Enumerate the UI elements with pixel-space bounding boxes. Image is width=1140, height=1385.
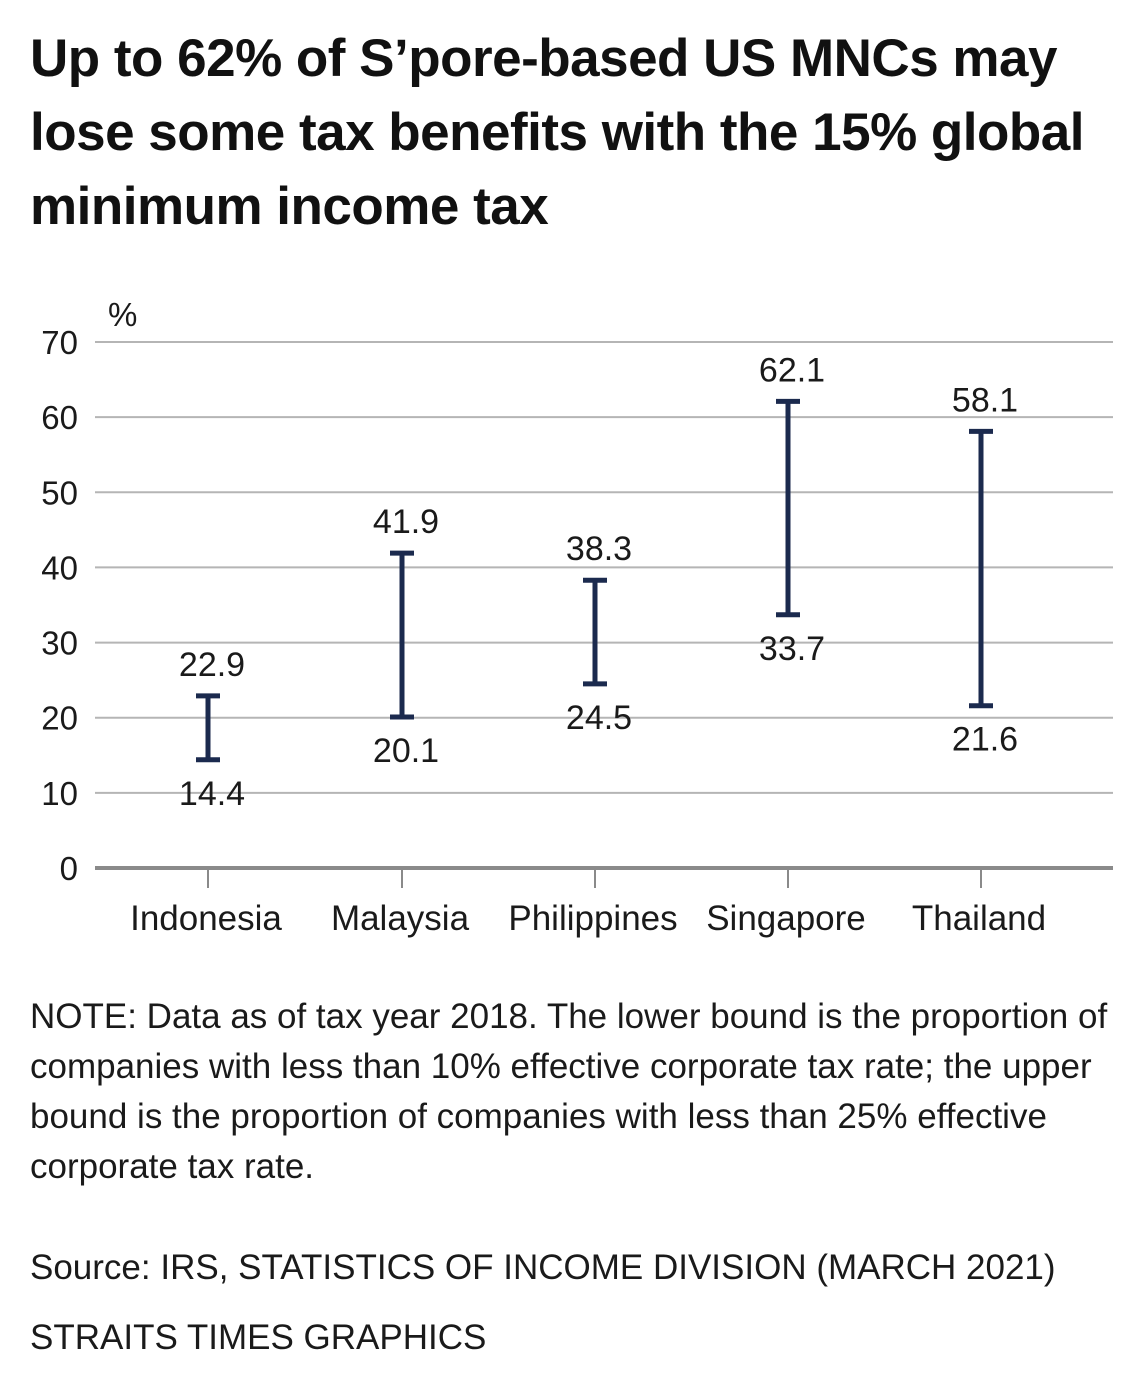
category-labels: Indonesia Malaysia Philippines Singapore Tha… [130,899,1046,938]
upper-value-label: 38.3 [566,530,632,568]
gridlines [95,341,1113,794]
upper-value-label: 41.9 [373,503,439,541]
lower-value-label: 24.5 [566,699,632,737]
chart-note: NOTE: Data as of tax year 2018. The lowe… [30,997,1108,1186]
upper-value-label: 22.9 [179,646,245,684]
upper-value-label: 62.1 [759,351,825,389]
category-label: Malaysia [331,899,470,938]
lower-value-label: 14.4 [179,775,245,813]
category-label: Indonesia [130,899,282,938]
upper-value-label: 58.1 [952,381,1018,419]
y-tick-label: 10 [41,775,78,812]
category-label: Thailand [912,899,1046,938]
range-bar-indonesia [196,693,220,763]
range-chart: % 0 10 20 30 40 50 60 70 22.9 14.4 41.9 20.1 38.3 24… [41,296,1113,938]
lower-value-label: 21.6 [952,721,1018,759]
lower-value-label: 33.7 [759,630,825,668]
y-tick-label: 20 [41,700,78,737]
y-tick-label: 70 [41,324,78,361]
chart-title: Up to 62% of S’pore-based US MNCs may lo… [30,29,1084,236]
lower-value-label: 20.1 [373,732,439,770]
y-axis-unit: % [108,296,137,333]
y-tick-label: 60 [41,399,78,436]
y-tick-label: 50 [41,474,78,511]
y-tick-labels: 0 10 20 30 40 50 60 70 [41,324,78,887]
range-bars [196,398,993,763]
y-tick-label: 30 [41,625,78,662]
range-bar-thailand [969,428,993,709]
range-bar-singapore [776,398,800,618]
range-bar-philippines [583,577,607,687]
category-label: Philippines [508,899,677,938]
credit-line: STRAITS TIMES GRAPHICS [30,1318,487,1357]
category-label: Singapore [706,899,866,938]
x-axis [95,866,1113,888]
range-bar-malaysia [390,550,414,720]
y-tick-label: 0 [60,850,78,887]
y-tick-label: 40 [41,549,78,586]
value-labels: 22.9 14.4 41.9 20.1 38.3 24.5 62.1 33.7 58.1 21.6 [179,351,1018,812]
source-line: Source: IRS, STATISTICS OF INCOME DIVISI… [30,1248,1056,1287]
